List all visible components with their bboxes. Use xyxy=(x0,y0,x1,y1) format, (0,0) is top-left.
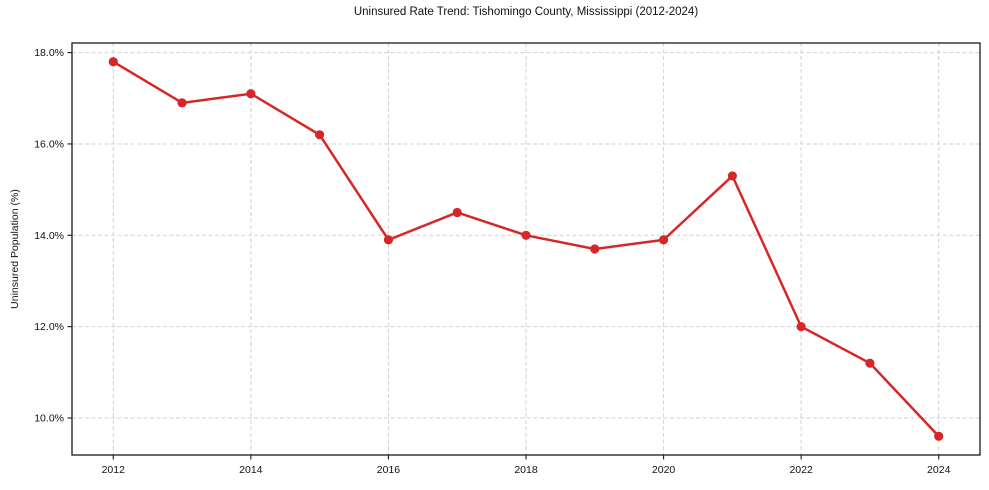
y-tick-label: 10.0% xyxy=(34,413,64,425)
chart-title: Uninsured Rate Trend: Tishomingo County,… xyxy=(353,6,699,18)
data-point-2018 xyxy=(521,230,531,240)
data-point-2013 xyxy=(177,98,187,108)
series-layer xyxy=(108,57,944,441)
data-point-2019 xyxy=(590,244,600,254)
y-axis-label-text: Uninsured Population (%) xyxy=(9,189,21,309)
x-tick-label: 2018 xyxy=(514,464,538,476)
data-point-2021 xyxy=(727,171,737,181)
y-axis-label: Uninsured Population (%) xyxy=(0,43,30,455)
data-point-2024 xyxy=(934,431,944,441)
y-tick-label: 18.0% xyxy=(34,47,64,59)
gridlines-layer xyxy=(72,43,980,455)
x-tick-label: 2016 xyxy=(377,464,401,476)
axes-layer: 2012 2014 2016 2018 2020 2022 2024 10.0% 12.0% 14… xyxy=(34,42,981,476)
y-tick-label: 12.0% xyxy=(34,321,64,333)
y-tick-label: 16.0% xyxy=(34,138,64,150)
x-tick-label: 2012 xyxy=(102,464,126,476)
data-point-2017 xyxy=(452,207,462,218)
plot-border xyxy=(71,42,981,456)
x-tick-label: 2014 xyxy=(239,464,263,476)
data-point-2015 xyxy=(315,130,325,140)
data-point-2023 xyxy=(865,358,875,368)
data-point-2016 xyxy=(383,235,394,245)
data-point-2012 xyxy=(108,57,118,67)
data-point-2022 xyxy=(796,322,806,332)
x-tick-label: 2024 xyxy=(927,464,951,476)
x-tick-label: 2020 xyxy=(652,464,676,476)
x-tick-label: 2022 xyxy=(789,464,813,476)
data-point-2020 xyxy=(658,235,669,245)
y-tick-label: 14.0% xyxy=(34,230,64,242)
data-point-2014 xyxy=(246,89,256,99)
